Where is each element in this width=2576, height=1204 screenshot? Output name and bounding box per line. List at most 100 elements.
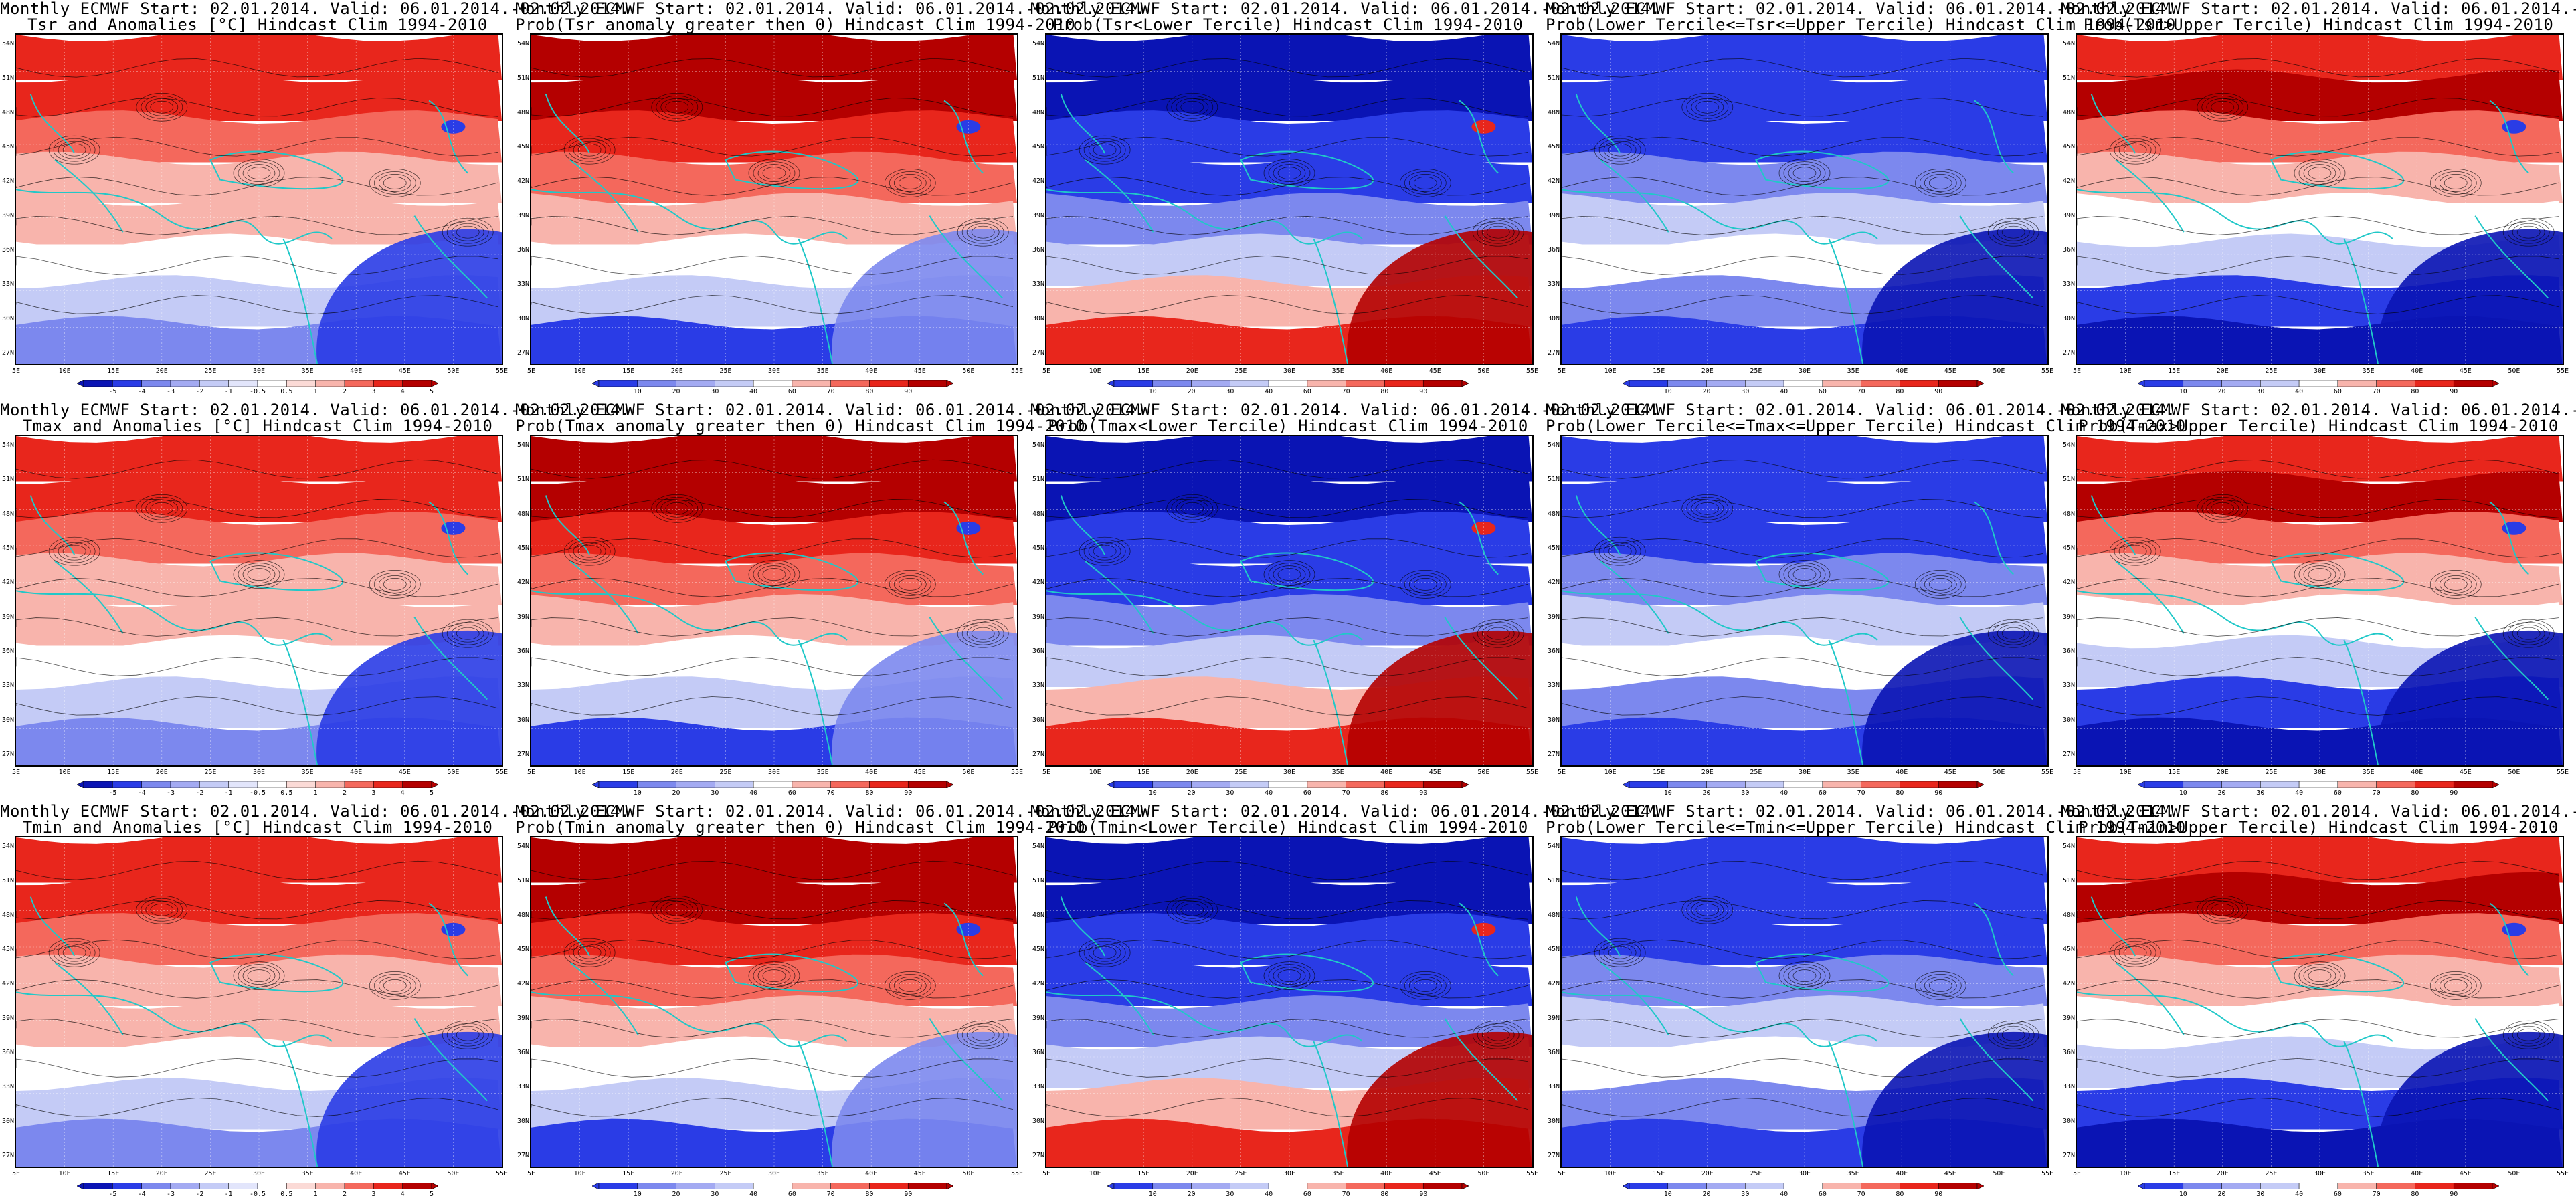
latitude-tick: 27N bbox=[1, 750, 14, 758]
color-scale-label: 4 bbox=[400, 789, 405, 797]
longitude-tick: 45E bbox=[913, 1170, 926, 1177]
latitude-tick: 48N bbox=[1547, 911, 1560, 919]
longitude-tick: 30E bbox=[1798, 1170, 1811, 1177]
color-scale-label: 0.5 bbox=[280, 388, 293, 395]
latitude-tick: 51N bbox=[517, 476, 529, 484]
color-scale-label: 60 bbox=[788, 789, 796, 797]
longitude-tick: 10E bbox=[2119, 769, 2132, 776]
color-scale-label: 40 bbox=[1780, 789, 1788, 797]
latitude-tick: 54N bbox=[517, 40, 529, 47]
latitude-tick: 51N bbox=[1, 476, 14, 484]
latitude-tick: 48N bbox=[2062, 911, 2075, 919]
latitude-tick: 39N bbox=[2062, 1014, 2075, 1022]
color-scale-label: 40 bbox=[2295, 1191, 2304, 1198]
color-scale-label: 90 bbox=[1419, 388, 1428, 395]
longitude-tick: 30E bbox=[1283, 367, 1296, 375]
color-scale-label: 90 bbox=[904, 1191, 913, 1198]
longitude-tick: 20E bbox=[155, 769, 168, 776]
latitude-tick: 48N bbox=[1, 510, 14, 518]
longitude-tick: 55E bbox=[1526, 769, 1539, 776]
latitude-tick: 54N bbox=[2062, 441, 2075, 449]
color-scale-label: 30 bbox=[1226, 388, 1234, 395]
latitude-tick: 48N bbox=[2062, 510, 2075, 518]
latitude-tick: 42N bbox=[1032, 177, 1044, 185]
color-scale-label: 80 bbox=[1380, 1191, 1389, 1198]
color-scale-label: 60 bbox=[1303, 1191, 1311, 1198]
latitude-tick: 42N bbox=[1547, 980, 1560, 988]
longitude-tick: 15E bbox=[107, 769, 120, 776]
longitude-tick: 50E bbox=[1993, 769, 2005, 776]
longitude-tick: 45E bbox=[398, 1170, 411, 1177]
color-scale-label: -5 bbox=[108, 388, 117, 395]
map-panel: Monthly ECMWF Start: 02.01.2014. Valid: … bbox=[515, 0, 1145, 401]
color-scale-label: 20 bbox=[1187, 789, 1196, 797]
color-scale-label: 30 bbox=[711, 789, 719, 797]
color-scale-label: 90 bbox=[1934, 388, 1943, 395]
latitude-tick: 33N bbox=[1, 682, 14, 690]
latitude-tick: 30N bbox=[517, 716, 529, 724]
color-scale-label: 90 bbox=[1419, 1191, 1428, 1198]
longitude-tick: 20E bbox=[670, 769, 683, 776]
map-plot bbox=[530, 836, 1018, 1168]
latitude-tick: 42N bbox=[1, 579, 14, 587]
longitude-tick: 20E bbox=[1701, 1170, 1714, 1177]
color-scale-label: 10 bbox=[633, 789, 642, 797]
color-scale-label: 80 bbox=[1896, 388, 1904, 395]
latitude-tick: 36N bbox=[1032, 246, 1044, 254]
longitude-tick: 25E bbox=[1234, 769, 1247, 776]
latitude-tick: 30N bbox=[517, 1117, 529, 1125]
color-scale-label: 30 bbox=[711, 388, 719, 395]
longitude-tick: 35E bbox=[2362, 769, 2375, 776]
color-scale-label: 80 bbox=[865, 789, 874, 797]
color-scale-label: 60 bbox=[788, 1191, 796, 1198]
longitude-tick: 15E bbox=[2168, 1170, 2181, 1177]
latitude-tick: 42N bbox=[1, 177, 14, 185]
latitude-tick: 36N bbox=[1, 647, 14, 655]
longitude-tick: 15E bbox=[1137, 769, 1150, 776]
latitude-tick: 33N bbox=[1, 280, 14, 288]
color-scale-label: 10 bbox=[2179, 789, 2187, 797]
color-scale-label: 40 bbox=[749, 789, 758, 797]
longitude-tick: 55E bbox=[1526, 367, 1539, 375]
longitude-tick: 35E bbox=[1847, 367, 1859, 375]
latitude-tick: 30N bbox=[1547, 314, 1560, 322]
longitude-tick: 10E bbox=[58, 367, 71, 375]
longitude-tick: 55E bbox=[2041, 769, 2054, 776]
color-scale-label: 30 bbox=[2256, 789, 2265, 797]
latitude-tick: 54N bbox=[517, 441, 529, 449]
longitude-tick: 55E bbox=[2041, 1170, 2054, 1177]
latitude-tick: 39N bbox=[1, 613, 14, 621]
latitude-tick: 33N bbox=[2062, 682, 2075, 690]
color-scale-label: 40 bbox=[1265, 1191, 1273, 1198]
longitude-tick: 55E bbox=[1010, 367, 1024, 375]
map-plot bbox=[1560, 33, 2049, 365]
latitude-tick: 36N bbox=[1, 1049, 14, 1056]
color-scale-label: -1 bbox=[224, 789, 233, 797]
color-scale-label: -2 bbox=[195, 1191, 204, 1198]
color-scale-label: 70 bbox=[1857, 1191, 1865, 1198]
latitude-tick: 30N bbox=[2062, 1117, 2075, 1125]
panel-subtitle: Tmin and Anomalies [°C] Hindcast Clim 19… bbox=[22, 818, 493, 837]
longitude-tick: 50E bbox=[2508, 769, 2520, 776]
latitude-tick: 51N bbox=[2062, 74, 2075, 82]
color-scale-label: -2 bbox=[195, 789, 204, 797]
longitude-tick: 10E bbox=[1089, 367, 1101, 375]
color-scale-bar bbox=[1623, 781, 1984, 788]
longitude-tick: 40E bbox=[1380, 769, 1393, 776]
panel-subtitle: Prob(Tsr<Lower Tercile) Hindcast Clim 19… bbox=[1052, 15, 1524, 34]
latitude-tick: 36N bbox=[1547, 647, 1560, 655]
longitude-tick: 50E bbox=[447, 1170, 460, 1177]
longitude-tick: 25E bbox=[719, 769, 732, 776]
latitude-tick: 33N bbox=[1032, 280, 1044, 288]
latitude-tick: 39N bbox=[2062, 211, 2075, 219]
latitude-tick: 27N bbox=[2062, 349, 2075, 357]
latitude-tick: 30N bbox=[1032, 314, 1044, 322]
longitude-tick: 40E bbox=[865, 769, 878, 776]
color-scale-label: 80 bbox=[865, 388, 874, 395]
latitude-tick: 51N bbox=[517, 877, 529, 885]
panel-subtitle: Prob(Lower Tercile<=Tmax<=Upper Tercile)… bbox=[1546, 417, 2186, 435]
latitude-tick: 27N bbox=[517, 349, 529, 357]
longitude-tick: 45E bbox=[913, 367, 926, 375]
color-scale-label: 90 bbox=[1934, 789, 1943, 797]
color-scale-label: 2 bbox=[342, 1191, 347, 1198]
